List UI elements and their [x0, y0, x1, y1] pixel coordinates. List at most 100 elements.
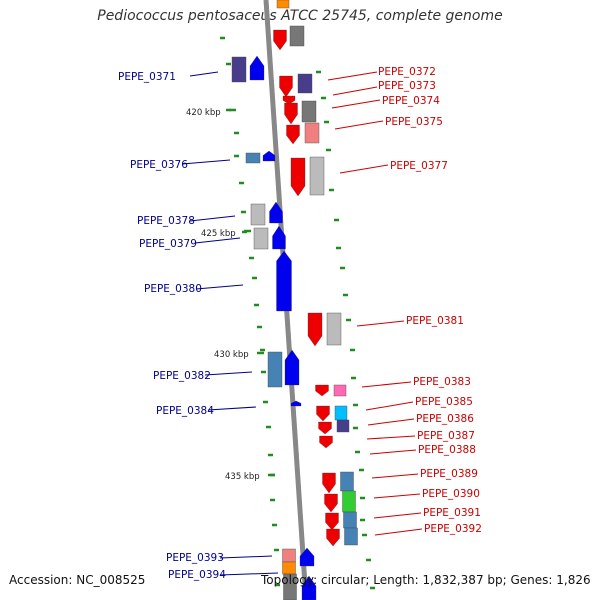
- feature-block: [336, 419, 350, 433]
- gene-label-right: PEPE_0372: [378, 66, 436, 78]
- gene-label-left: PEPE_0371: [118, 71, 176, 83]
- gene-arrows: [249, 29, 340, 600]
- gene-label-right: PEPE_0377: [390, 160, 448, 172]
- kbp-label: 435 kbp: [225, 472, 260, 482]
- feature-block: [253, 227, 269, 250]
- feature-block: [333, 384, 347, 397]
- leader-line: [189, 71, 219, 77]
- leader-line: [339, 164, 389, 174]
- leader-line: [373, 512, 422, 519]
- leader-line: [207, 406, 257, 411]
- leader-line: [219, 572, 279, 576]
- leader-line: [195, 284, 244, 290]
- gene-labels: PEPE_0371 PEPE_0376 PEPE_0378 PEPE_0379 PEPE…: [118, 66, 482, 581]
- gene-arrow-forward: [276, 250, 292, 312]
- accession-text: Accession: NC_008525: [9, 573, 146, 587]
- gene-label-right: PEPE_0392: [424, 523, 482, 535]
- tick-marks: [220, 36, 375, 590]
- feature-block: [301, 100, 317, 123]
- leader-line: [373, 493, 421, 499]
- gene-label-left: PEPE_0380: [144, 283, 202, 295]
- feature-block: [250, 203, 266, 226]
- feature-block: [304, 122, 320, 144]
- gene-label-right: PEPE_0375: [385, 116, 443, 128]
- feature-block: [289, 25, 305, 47]
- leader-line: [365, 401, 414, 411]
- gene-arrow-forward: [301, 575, 317, 600]
- genome-title: Pediococcus pentosaceus ATCC 25745, comp…: [97, 8, 503, 24]
- gene-label-left: PEPE_0378: [137, 215, 195, 227]
- gene-arrow-forward: [290, 400, 302, 407]
- gene-arrow-forward: [284, 349, 300, 386]
- leader-line: [219, 555, 273, 559]
- leader-line: [366, 435, 416, 440]
- gene-label-right: PEPE_0374: [382, 95, 440, 107]
- gene-arrow-forward: [299, 547, 315, 567]
- gene-label-right: PEPE_0385: [415, 396, 473, 408]
- kbp-label: 430 kbp: [214, 350, 249, 360]
- leader-line: [374, 528, 423, 536]
- leader-line: [327, 71, 378, 81]
- kbp-markers: 420 kbp 425 kbp 430 kbp 435 kbp: [186, 108, 275, 482]
- gene-arrow-reverse: [319, 435, 333, 449]
- gene-arrow-reverse: [324, 493, 338, 513]
- feature-block: [267, 351, 283, 388]
- label-leaders: [181, 71, 423, 576]
- feature-block: [326, 312, 342, 346]
- gene-label-right: PEPE_0373: [378, 80, 436, 92]
- feature-block: [297, 73, 313, 94]
- gene-label-right: PEPE_0388: [418, 444, 476, 456]
- leader-line: [332, 86, 378, 96]
- gene-label-left: PEPE_0394: [168, 569, 226, 581]
- feature-block: [231, 56, 247, 83]
- topology-text: Topology: circular; Length: 1,832,387 bp…: [261, 573, 591, 587]
- gene-arrow-reverse: [307, 312, 323, 347]
- gene-label-right: PEPE_0387: [417, 430, 475, 442]
- gene-arrow-reverse: [273, 29, 287, 51]
- gene-label-right: PEPE_0381: [406, 315, 464, 327]
- leader-line: [331, 99, 381, 109]
- leader-line: [189, 215, 236, 222]
- gene-label-left: PEPE_0384: [156, 405, 214, 417]
- leader-line: [334, 120, 384, 130]
- gene-label-left: PEPE_0382: [153, 370, 211, 382]
- gene-label-left: PEPE_0379: [139, 238, 197, 250]
- feature-block: [340, 471, 354, 492]
- gene-label-left: PEPE_0376: [130, 159, 188, 171]
- gene-arrow-reverse: [286, 124, 300, 145]
- gene-arrow-reverse: [322, 472, 336, 494]
- gene-arrow-reverse: [318, 421, 332, 435]
- gene-label-right: PEPE_0390: [422, 488, 480, 500]
- gene-arrow-forward: [269, 201, 283, 224]
- feature-block: [334, 405, 348, 421]
- feature-block: [309, 156, 325, 196]
- gene-label-right: PEPE_0386: [416, 413, 474, 425]
- feature-block: [282, 548, 296, 563]
- gene-arrow-reverse: [316, 405, 330, 422]
- gene-label-left: PEPE_0393: [166, 552, 224, 564]
- leader-line: [204, 371, 253, 376]
- feature-block: [283, 573, 297, 600]
- feature-block: [342, 490, 356, 513]
- gene-arrow-reverse: [315, 384, 329, 397]
- gene-arrow-reverse: [290, 157, 306, 197]
- leader-line: [367, 418, 415, 426]
- feature-blocks: [231, 0, 358, 600]
- feature-block: [344, 527, 358, 546]
- gene-label-right: PEPE_0383: [413, 376, 471, 388]
- gene-arrow-reverse: [325, 512, 339, 531]
- gene-arrow-reverse: [326, 528, 340, 547]
- gene-label-right: PEPE_0389: [420, 468, 478, 480]
- feature-block: [343, 511, 357, 529]
- leader-line: [194, 237, 241, 244]
- leader-line: [356, 320, 405, 327]
- leader-line: [369, 449, 417, 455]
- gene-arrow-forward: [262, 150, 276, 162]
- gene-arrow-reverse: [279, 75, 293, 98]
- leader-line: [181, 159, 231, 165]
- gene-label-right: PEPE_0391: [423, 507, 481, 519]
- feature-block: [245, 152, 261, 164]
- gene-arrow-reverse: [284, 102, 298, 125]
- leader-line: [371, 473, 419, 479]
